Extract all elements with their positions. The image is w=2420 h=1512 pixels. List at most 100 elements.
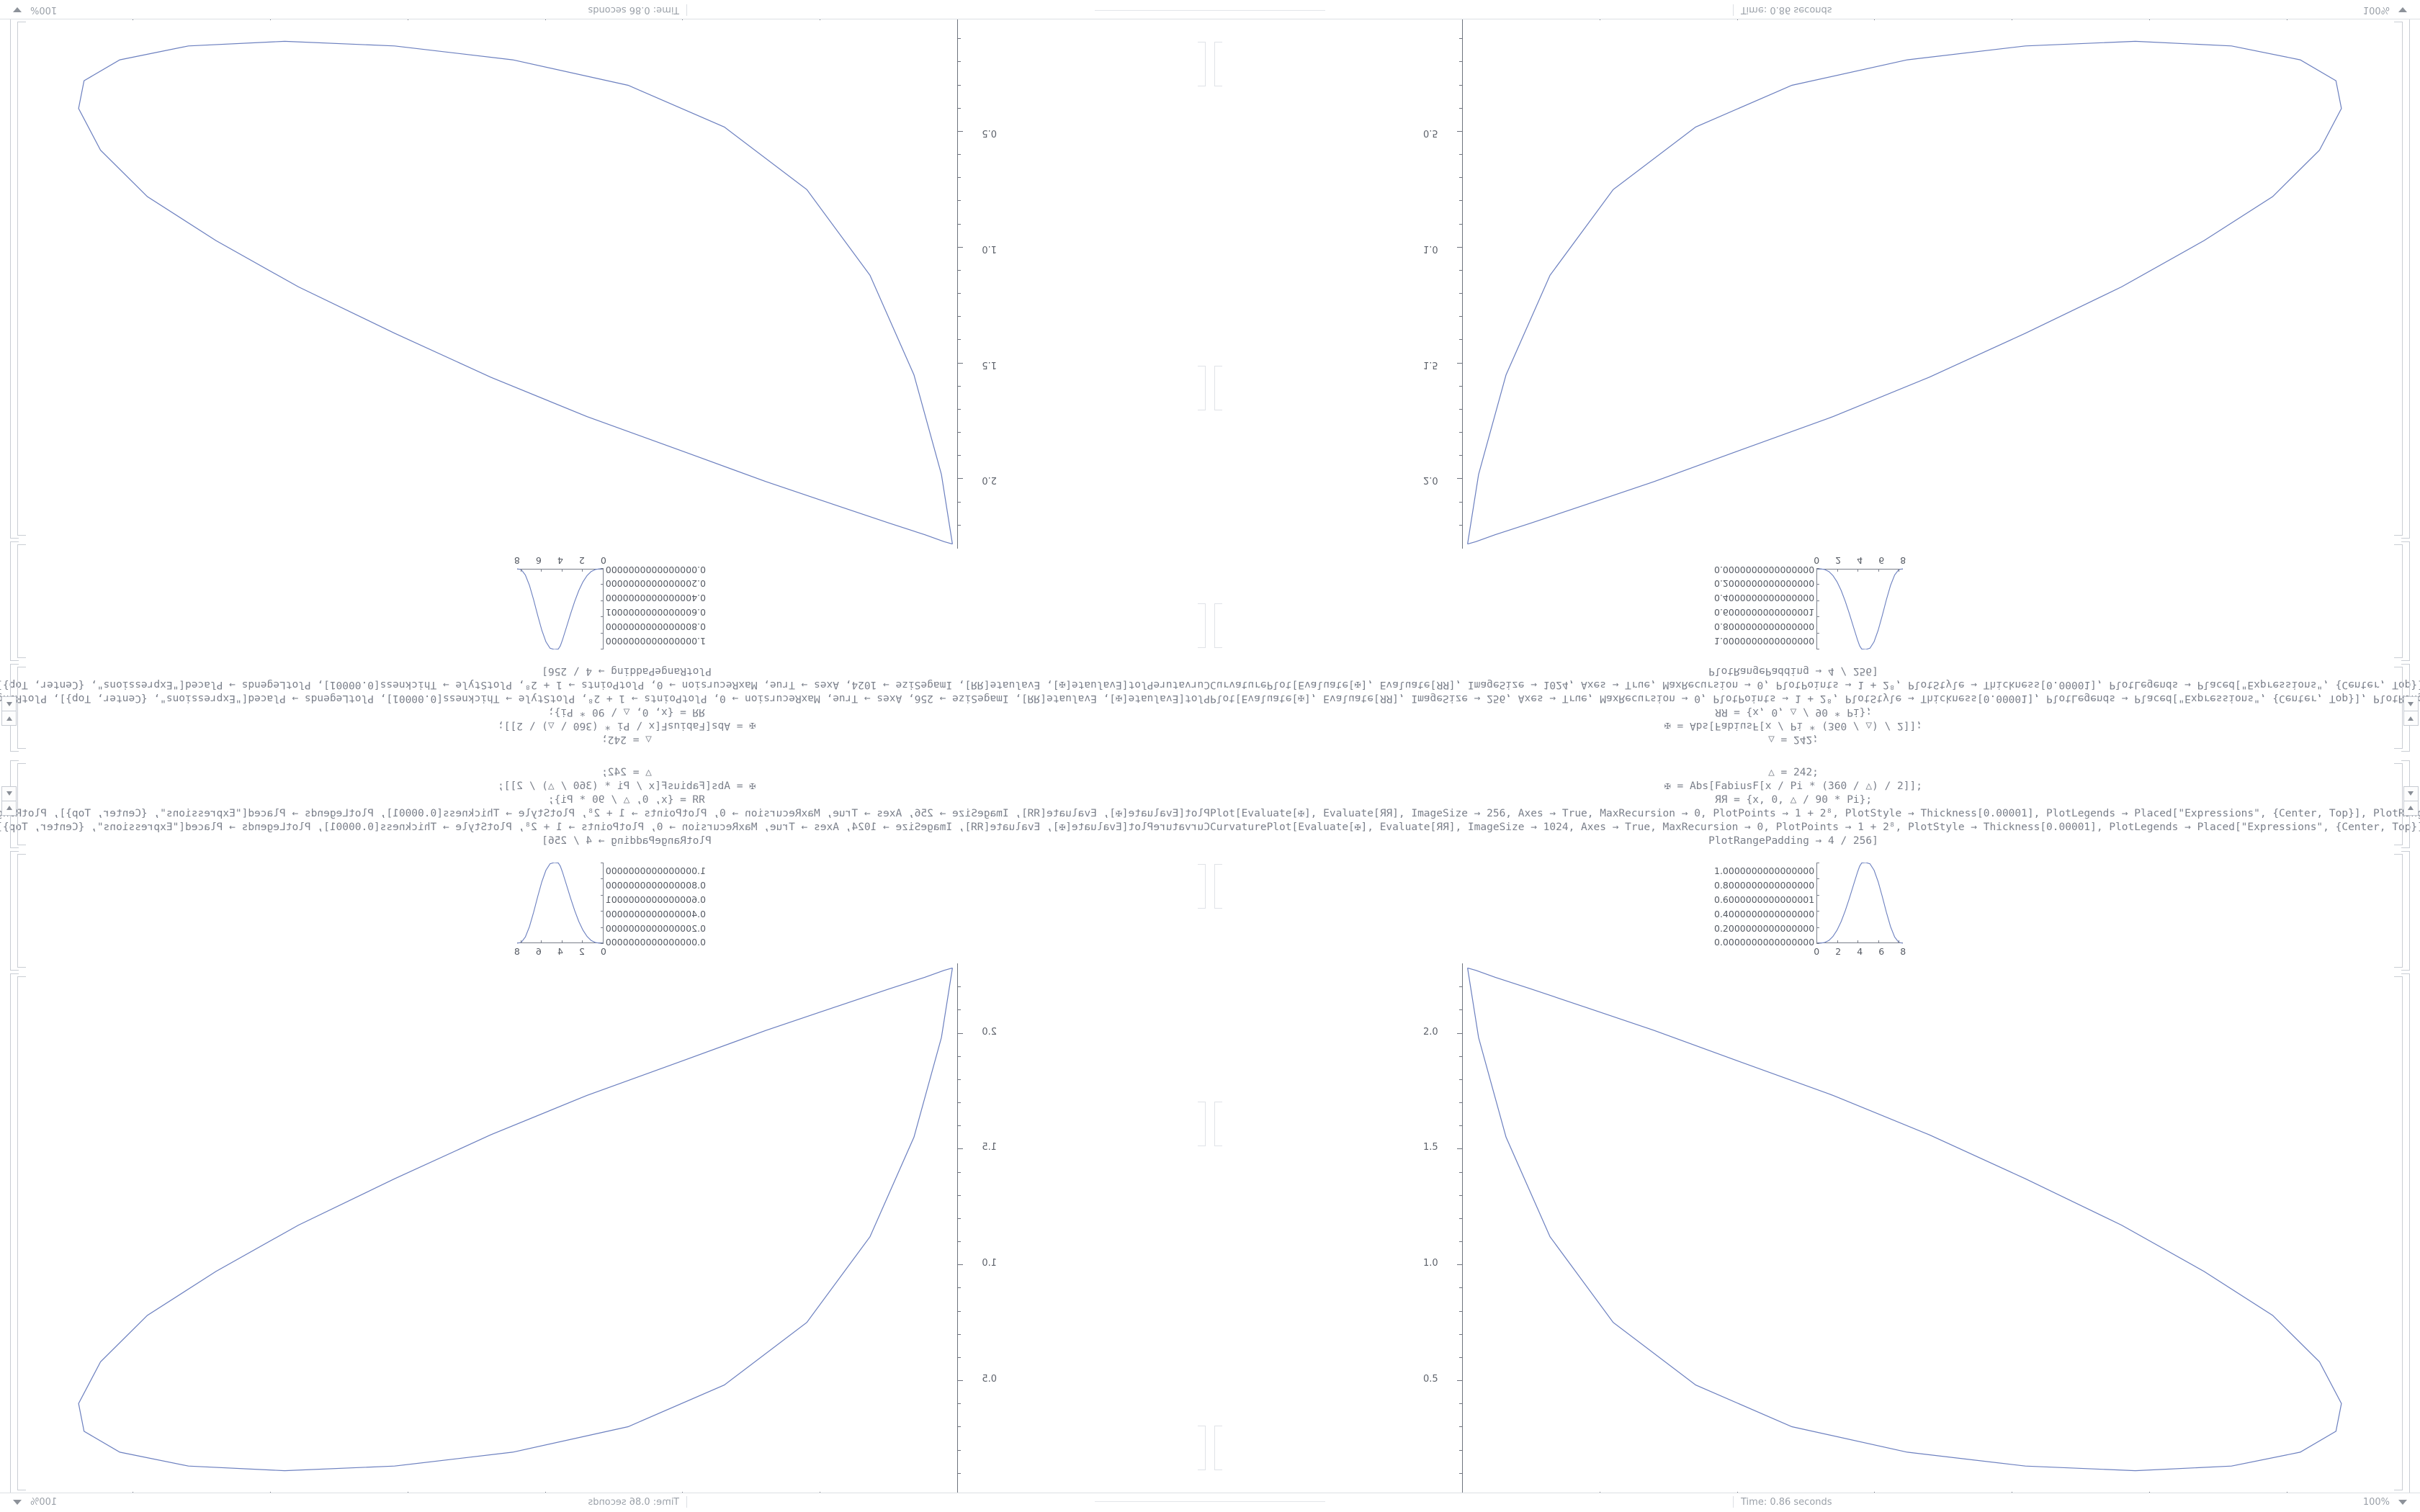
main-y-minor-tickmark bbox=[957, 84, 961, 86]
scroll-up-button[interactable] bbox=[1, 801, 17, 816]
chevron-down-icon[interactable] bbox=[13, 7, 22, 12]
legend-ytick-1: 1.0000000000000000 bbox=[1714, 865, 1815, 876]
code-line-plot-call[interactable]: Plot[Evaluate[✠], Evaluate[ЯЯ], ImageSiz… bbox=[1210, 693, 2420, 704]
cell-bracket-output-top-inner[interactable] bbox=[2394, 763, 2403, 845]
chevron-down-icon[interactable] bbox=[2398, 7, 2407, 12]
notebook-body[interactable]: △ = 242; ✠ = Abs[FabiusF[x / Pi * (360 /… bbox=[1210, 0, 2420, 756]
main-y-tickmark bbox=[957, 1264, 963, 1266]
chevron-down-icon[interactable] bbox=[13, 1500, 22, 1505]
code-line-assign-triangle-242[interactable]: △ = 242; bbox=[1768, 734, 1819, 745]
legend-ytick-00: 0.0000000000000000 bbox=[605, 937, 706, 948]
main-plot-curve bbox=[78, 967, 953, 1472]
scroll-down-button[interactable] bbox=[2403, 711, 2419, 726]
cell-bracket-input-inner[interactable] bbox=[17, 854, 26, 968]
legend-xtick-8: 8 bbox=[514, 555, 520, 566]
main-y-minor-tickmark bbox=[957, 1102, 961, 1104]
cell-bracket-output-top-inner[interactable] bbox=[17, 763, 26, 845]
code-line-assign-triangle-242[interactable]: △ = 242; bbox=[1768, 767, 1819, 778]
scroll-up-button[interactable] bbox=[2403, 696, 2419, 711]
scroll-down-button[interactable] bbox=[1, 786, 17, 801]
quadrant-top-right: △ = 242; ✠ = Abs[FabiusF[x / Pi * (360 /… bbox=[1210, 0, 2420, 756]
cell-bracket-output-main-inner[interactable] bbox=[17, 976, 26, 1490]
input-cell[interactable]: △ = 242; ✠ = Abs[FabiusF[x / Pi * (360 /… bbox=[0, 766, 1210, 848]
input-cell[interactable]: △ = 242; ✠ = Abs[FabiusF[x / Pi * (360 /… bbox=[1210, 766, 2420, 848]
main-y-minor-tickmark bbox=[1459, 107, 1463, 109]
legend-y-tickmark bbox=[600, 911, 604, 912]
cell-bracket-output-main-inner[interactable] bbox=[17, 22, 26, 536]
code-line-curvatureplot-call[interactable]: CurvaturePlot[Evaluate[✠], Evaluate[ЯЯ],… bbox=[1210, 822, 2420, 833]
main-y-minor-tickmark bbox=[957, 408, 961, 410]
status-zoom-level[interactable]: 100% bbox=[30, 4, 58, 15]
main-y-minor-tickmark bbox=[1459, 1194, 1463, 1196]
code-line-assign-expr-fabiusf[interactable]: ✠ = Abs[FabiusF[x / Pi * (360 / △) / 2]]… bbox=[498, 720, 756, 732]
notebook-body[interactable]: △ = 242; ✠ = Abs[FabiusF[x / Pi * (360 /… bbox=[0, 756, 1210, 1512]
code-line-assign-expr-fabiusf[interactable]: ✠ = Abs[FabiusF[x / Pi * (360 / △) / 2]]… bbox=[1664, 720, 1922, 732]
code-line-curvatureplot-call[interactable]: CurvaturePlot[Evaluate[✠], Evaluate[ЯЯ],… bbox=[0, 822, 1210, 833]
legend-xtick-8: 8 bbox=[1900, 555, 1906, 566]
code-line-assign-range[interactable]: ЯЯ = {x, 0, △ / 90 * Pi}; bbox=[1714, 706, 1873, 718]
main-ytick-05: 0.5 bbox=[982, 1374, 997, 1385]
code-line-assign-range[interactable]: ЯЯ = {x, 0, △ / 90 * Pi}; bbox=[1714, 794, 1873, 806]
code-line-assign-triangle-242[interactable]: △ = 242; bbox=[601, 767, 652, 778]
notebook-body[interactable]: △ = 242; ✠ = Abs[FabiusF[x / Pi * (360 /… bbox=[0, 0, 1210, 756]
status-zoom-level[interactable]: 100% bbox=[2362, 1497, 2390, 1508]
cell-bracket-input-inner[interactable] bbox=[2394, 544, 2403, 658]
input-cell[interactable]: △ = 242; ✠ = Abs[FabiusF[x / Pi * (360 /… bbox=[1210, 664, 2420, 746]
code-line-curvatureplot-continuation[interactable]: PlotRangePadding → 4 / 256] bbox=[1708, 835, 1878, 847]
legend-x-tickmark bbox=[1837, 940, 1838, 943]
code-line-assign-expr-fabiusf[interactable]: ✠ = Abs[FabiusF[x / Pi * (360 / △) / 2]]… bbox=[498, 780, 756, 792]
scroll-down-button[interactable] bbox=[2403, 786, 2419, 801]
cell-bracket-input-inner[interactable] bbox=[17, 544, 26, 658]
main-y-minor-tickmark bbox=[1459, 501, 1463, 503]
scroll-up-button[interactable] bbox=[1, 696, 17, 711]
legend-inset-plot[interactable]: 1.0000000000000000 0.8000000000000000 0.… bbox=[1714, 863, 1906, 957]
code-line-curvatureplot-continuation[interactable]: PlotRangePadding → 4 / 256] bbox=[542, 835, 712, 847]
status-zoom-level[interactable]: 100% bbox=[30, 1497, 58, 1508]
main-y-minor-tickmark bbox=[957, 385, 961, 387]
code-line-plot-call[interactable]: Plot[Evaluate[✠], Evaluate[ЯЯ], ImageSiz… bbox=[1210, 808, 2420, 819]
code-line-assign-range[interactable]: ЯЯ = {x, 0, △ / 90 * Pi}; bbox=[547, 706, 706, 718]
status-zoom-level[interactable]: 100% bbox=[2362, 4, 2390, 15]
scroll-up-button[interactable] bbox=[2403, 801, 2419, 816]
cell-bracket-output-top-inner[interactable] bbox=[17, 667, 26, 749]
main-y-tickmark bbox=[957, 1032, 963, 1034]
legend-ytick-02: 0.2000000000000000 bbox=[1714, 922, 1815, 934]
input-cell[interactable]: △ = 242; ✠ = Abs[FabiusF[x / Pi * (360 /… bbox=[0, 664, 1210, 746]
margin-rail-2 bbox=[1214, 366, 1222, 410]
code-line-plot-call[interactable]: Plot[Evaluate[✠], Evaluate[ЯЯ], ImageSiz… bbox=[0, 693, 1210, 704]
main-curvature-plot[interactable]: 0.51.01.52.02.53.0 2.0 1.5 1.0 0.5 bbox=[65, 963, 997, 1510]
code-line-curvatureplot-continuation[interactable]: PlotRangePadding → 4 / 256] bbox=[542, 665, 712, 677]
notebook-body[interactable]: △ = 242; ✠ = Abs[FabiusF[x / Pi * (360 /… bbox=[1210, 756, 2420, 1512]
cell-bracket-input[interactable] bbox=[2401, 851, 2410, 971]
scroll-down-button[interactable] bbox=[1, 711, 17, 726]
main-ytick-05: 0.5 bbox=[1423, 1374, 1438, 1385]
main-y-minor-tickmark bbox=[957, 1449, 961, 1451]
legend-ytick-02: 0.2000000000000000 bbox=[605, 578, 706, 590]
legend-inset-plot[interactable]: 1.0000000000000000 0.8000000000000000 0.… bbox=[514, 863, 706, 957]
chevron-down-icon[interactable] bbox=[2398, 1500, 2407, 1505]
legend-x-tickmark bbox=[1816, 569, 1818, 572]
code-line-curvatureplot-call[interactable]: CurvaturePlot[Evaluate[✠], Evaluate[ЯЯ],… bbox=[0, 679, 1210, 690]
legend-y-tickmark bbox=[1816, 878, 1820, 880]
main-curvature-plot[interactable]: 0.51.01.52.02.53.0 2.0 1.5 1.0 0.5 bbox=[65, 2, 997, 549]
cell-bracket-output-main-inner[interactable] bbox=[2394, 22, 2403, 536]
main-curvature-plot[interactable]: 0.51.01.52.02.53.0 2.0 1.5 1.0 0.5 bbox=[1423, 963, 2355, 1510]
status-divider bbox=[1210, 10, 1325, 11]
cell-bracket-output-main-inner[interactable] bbox=[2394, 976, 2403, 1490]
code-line-assign-range[interactable]: ЯЯ = {x, 0, △ / 90 * Pi}; bbox=[547, 794, 706, 806]
code-line-assign-triangle-242[interactable]: △ = 242; bbox=[601, 734, 652, 745]
main-curvature-plot[interactable]: 0.51.01.52.02.53.0 2.0 1.5 1.0 0.5 bbox=[1423, 2, 2355, 549]
code-line-curvatureplot-continuation[interactable]: PlotRangePadding → 4 / 256] bbox=[1708, 665, 1878, 677]
cell-bracket-input-inner[interactable] bbox=[2394, 854, 2403, 968]
main-y-minor-tickmark bbox=[957, 316, 961, 318]
code-line-curvatureplot-call[interactable]: CurvaturePlot[Evaluate[✠], Evaluate[ЯЯ],… bbox=[1210, 679, 2420, 690]
legend-inset-plot[interactable]: 1.0000000000000000 0.8000000000000000 0.… bbox=[1714, 555, 1906, 649]
main-y-tickmark bbox=[1457, 1032, 1463, 1034]
legend-inset-plot[interactable]: 1.0000000000000000 0.8000000000000000 0.… bbox=[514, 555, 706, 649]
main-y-minor-tickmark bbox=[1459, 1287, 1463, 1289]
code-line-assign-expr-fabiusf[interactable]: ✠ = Abs[FabiusF[x / Pi * (360 / △) / 2]]… bbox=[1664, 780, 1922, 792]
cell-bracket-output-top-inner[interactable] bbox=[2394, 667, 2403, 749]
code-line-plot-call[interactable]: Plot[Evaluate[✠], Evaluate[ЯЯ], ImageSiz… bbox=[0, 808, 1210, 819]
main-y-minor-tickmark bbox=[957, 1125, 961, 1127]
legend-inset-x-axis: 0 2 4 6 8 bbox=[1814, 946, 1906, 957]
